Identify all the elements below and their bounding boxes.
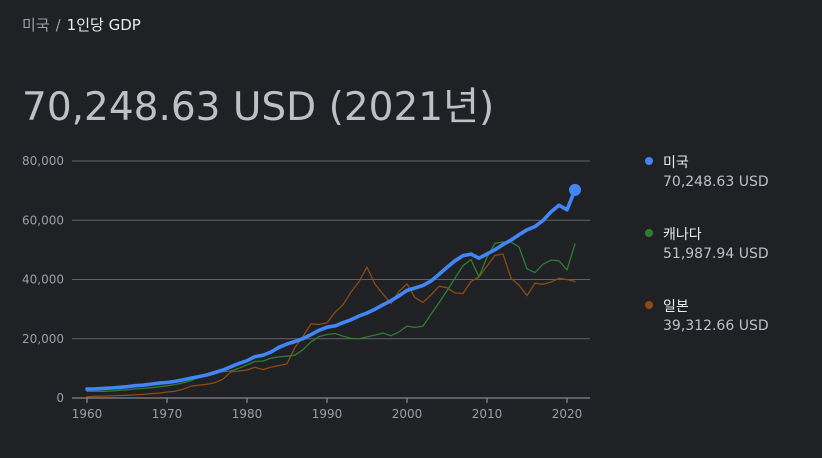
breadcrumb: 미국 / 1인당 GDP (22, 14, 141, 35)
breadcrumb-current: 1인당 GDP (66, 16, 141, 34)
legend-name-canada: 캐나다 (663, 227, 702, 243)
y-tick-label: 40,000 (22, 273, 64, 287)
x-tick-label: 1960 (72, 407, 103, 421)
y-tick-label: 60,000 (22, 213, 64, 227)
legend-value-canada: 51,987.94 USD (663, 246, 769, 262)
legend-dot-canada (645, 229, 653, 237)
x-tick-label: 1980 (232, 407, 263, 421)
headline-value: 70,248.63 USD (2021년) (22, 85, 495, 130)
breadcrumb-separator: / (55, 16, 61, 34)
breadcrumb-country-link[interactable]: 미국 (22, 16, 50, 34)
x-tick-label: 2020 (552, 407, 583, 421)
x-tick-label: 1990 (312, 407, 343, 421)
x-tick-label: 2000 (392, 407, 423, 421)
series-line-canada[interactable] (86, 241, 576, 393)
legend-name-us: 미국 (663, 155, 689, 171)
series-line-us[interactable] (85, 188, 577, 391)
x-tick-label: 1970 (152, 407, 183, 421)
y-tick-label: 20,000 (22, 332, 64, 346)
x-tick-label: 2010 (472, 407, 503, 421)
legend-name-japan: 일본 (663, 299, 689, 315)
y-tick-label: 0 (56, 391, 64, 405)
legend-dot-us (645, 157, 653, 165)
legend-value-us: 70,248.63 USD (663, 174, 769, 190)
y-tick-label: 80,000 (22, 154, 64, 168)
series-line-japan[interactable] (86, 253, 576, 398)
series-endpoint-marker-us[interactable] (569, 183, 581, 196)
legend-value-japan: 39,312.66 USD (663, 318, 769, 334)
legend-dot-japan (645, 301, 653, 309)
